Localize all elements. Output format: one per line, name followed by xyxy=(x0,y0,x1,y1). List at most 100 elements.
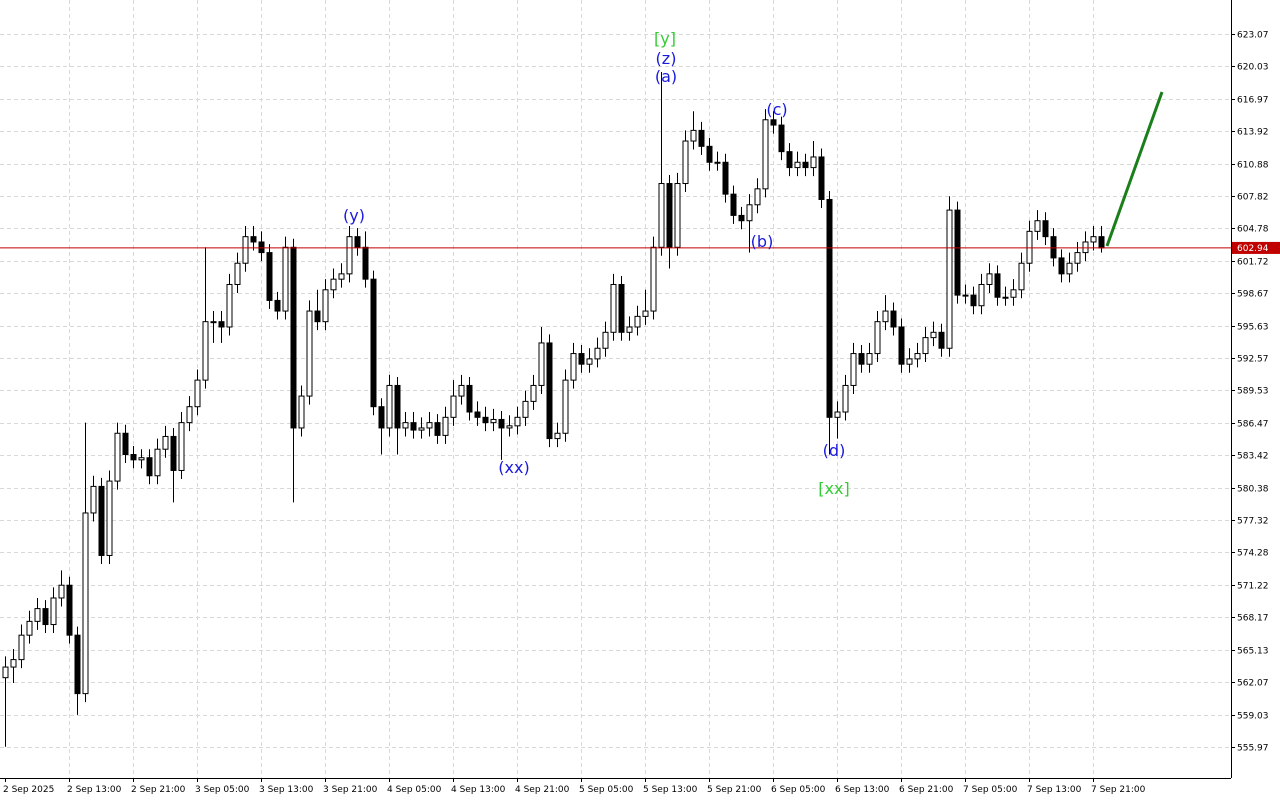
candle-body-down xyxy=(770,119,777,126)
candle-body-up xyxy=(562,379,569,434)
y-tick-label: 574.28 xyxy=(1237,549,1269,559)
y-tick-label: 607.82 xyxy=(1237,193,1269,203)
candle-body-up xyxy=(658,183,665,248)
candle-body-up xyxy=(874,321,881,355)
candle-body-down xyxy=(546,342,553,440)
candle-body-up xyxy=(682,140,689,185)
x-tick-label: 7 Sep 05:00 xyxy=(963,785,1018,795)
candle-body-up xyxy=(1074,252,1081,264)
candle-body-up xyxy=(602,331,609,349)
candle-body-up xyxy=(842,384,849,413)
candle-body-down xyxy=(290,246,297,429)
candle-body-down xyxy=(970,294,977,307)
candle-body-up xyxy=(154,448,161,477)
wave-label: (d) xyxy=(823,441,846,460)
y-tick-label: 580.38 xyxy=(1237,485,1269,495)
candle-body-down xyxy=(698,129,705,147)
candle-body-up xyxy=(458,384,465,397)
candle-body-up xyxy=(962,294,969,297)
candle-body-up xyxy=(906,358,913,365)
candle-body-up xyxy=(1026,230,1033,264)
candle-body-down xyxy=(482,416,489,424)
candle-body-up xyxy=(322,289,329,323)
y-tick-label: 610.88 xyxy=(1237,161,1269,171)
candle-body-down xyxy=(250,236,257,243)
candle-body-down xyxy=(818,156,825,200)
candle-body-up xyxy=(538,342,545,386)
candle-body-up xyxy=(386,384,393,429)
candle-body-up xyxy=(242,236,249,264)
x-tick-label: 3 Sep 13:00 xyxy=(259,785,314,795)
candle-body-up xyxy=(946,209,953,349)
candle-body-up xyxy=(834,411,841,418)
y-tick-label: 613.92 xyxy=(1237,128,1269,138)
candle-body-down xyxy=(314,310,321,323)
x-tick-label: 3 Sep 21:00 xyxy=(323,785,378,795)
candle-body-up xyxy=(930,331,937,339)
candle-body-up xyxy=(914,353,921,360)
candle-body-up xyxy=(226,283,233,328)
candle-body-down xyxy=(578,353,585,365)
candle-body-down xyxy=(722,161,729,195)
candle-body-up xyxy=(330,278,337,291)
candle-body-down xyxy=(362,246,369,280)
candle-body-up xyxy=(114,432,121,482)
y-tick-label: 562.07 xyxy=(1237,679,1269,689)
candle-body-down xyxy=(1058,257,1065,275)
candle-body-down xyxy=(858,353,865,365)
candle-body-down xyxy=(98,485,105,556)
x-tick-label: 5 Sep 21:00 xyxy=(707,785,762,795)
candle-body-down xyxy=(730,193,737,216)
y-tick-label: 589.53 xyxy=(1237,387,1269,397)
candle-body-down xyxy=(474,411,481,418)
candle-body-down xyxy=(706,145,713,163)
candle-body-down xyxy=(1050,236,1057,259)
candle-body-up xyxy=(554,432,561,440)
last-price-label: 602.94 xyxy=(1237,244,1269,254)
candle-body-up xyxy=(594,347,601,360)
candle-body-down xyxy=(66,584,73,636)
x-tick-label: 7 Sep 13:00 xyxy=(1027,785,1082,795)
candle-body-up xyxy=(882,310,889,323)
y-tick-label: 571.22 xyxy=(1237,582,1269,592)
candle-body-up xyxy=(986,273,993,285)
candle-body-up xyxy=(746,204,753,222)
y-tick-label: 555.97 xyxy=(1237,744,1269,754)
candle-body-up xyxy=(586,358,593,365)
wave-label: (z) xyxy=(656,49,677,68)
wave-label: (y) xyxy=(343,206,365,225)
candle-body-up xyxy=(298,395,305,429)
candle-body-down xyxy=(890,310,897,328)
y-tick-label: 620.03 xyxy=(1237,63,1269,73)
candle-body-up xyxy=(338,273,345,280)
y-tick-label: 592.57 xyxy=(1237,355,1269,365)
candle-body-up xyxy=(634,315,641,328)
x-tick-label: 2 Sep 21:00 xyxy=(131,785,186,795)
candle-body-up xyxy=(234,262,241,285)
candle-body-up xyxy=(50,597,57,626)
wave-label: (xx) xyxy=(498,458,529,477)
candle-body-up xyxy=(754,188,761,206)
candle-body-up xyxy=(426,422,433,429)
y-tick-label: 568.17 xyxy=(1237,614,1269,624)
y-tick-label: 616.97 xyxy=(1237,96,1269,106)
candle-body-up xyxy=(306,310,313,397)
candle-body-up xyxy=(26,620,33,636)
candle-body-up xyxy=(282,246,289,312)
candle-body-up xyxy=(922,337,929,355)
candle-body-up xyxy=(1082,241,1089,254)
candle-body-down xyxy=(738,214,745,222)
candle-body-up xyxy=(978,283,985,307)
candle-body-up xyxy=(610,283,617,333)
candle-body-up xyxy=(186,406,193,424)
candle-body-down xyxy=(618,283,625,333)
candle-body-up xyxy=(1066,262,1073,275)
candle-body-down xyxy=(42,608,49,626)
x-tick-label: 2 Sep 13:00 xyxy=(67,785,122,795)
candle-body-down xyxy=(778,124,785,153)
candle-body-up xyxy=(762,119,769,190)
candle-body-down xyxy=(994,273,1001,298)
